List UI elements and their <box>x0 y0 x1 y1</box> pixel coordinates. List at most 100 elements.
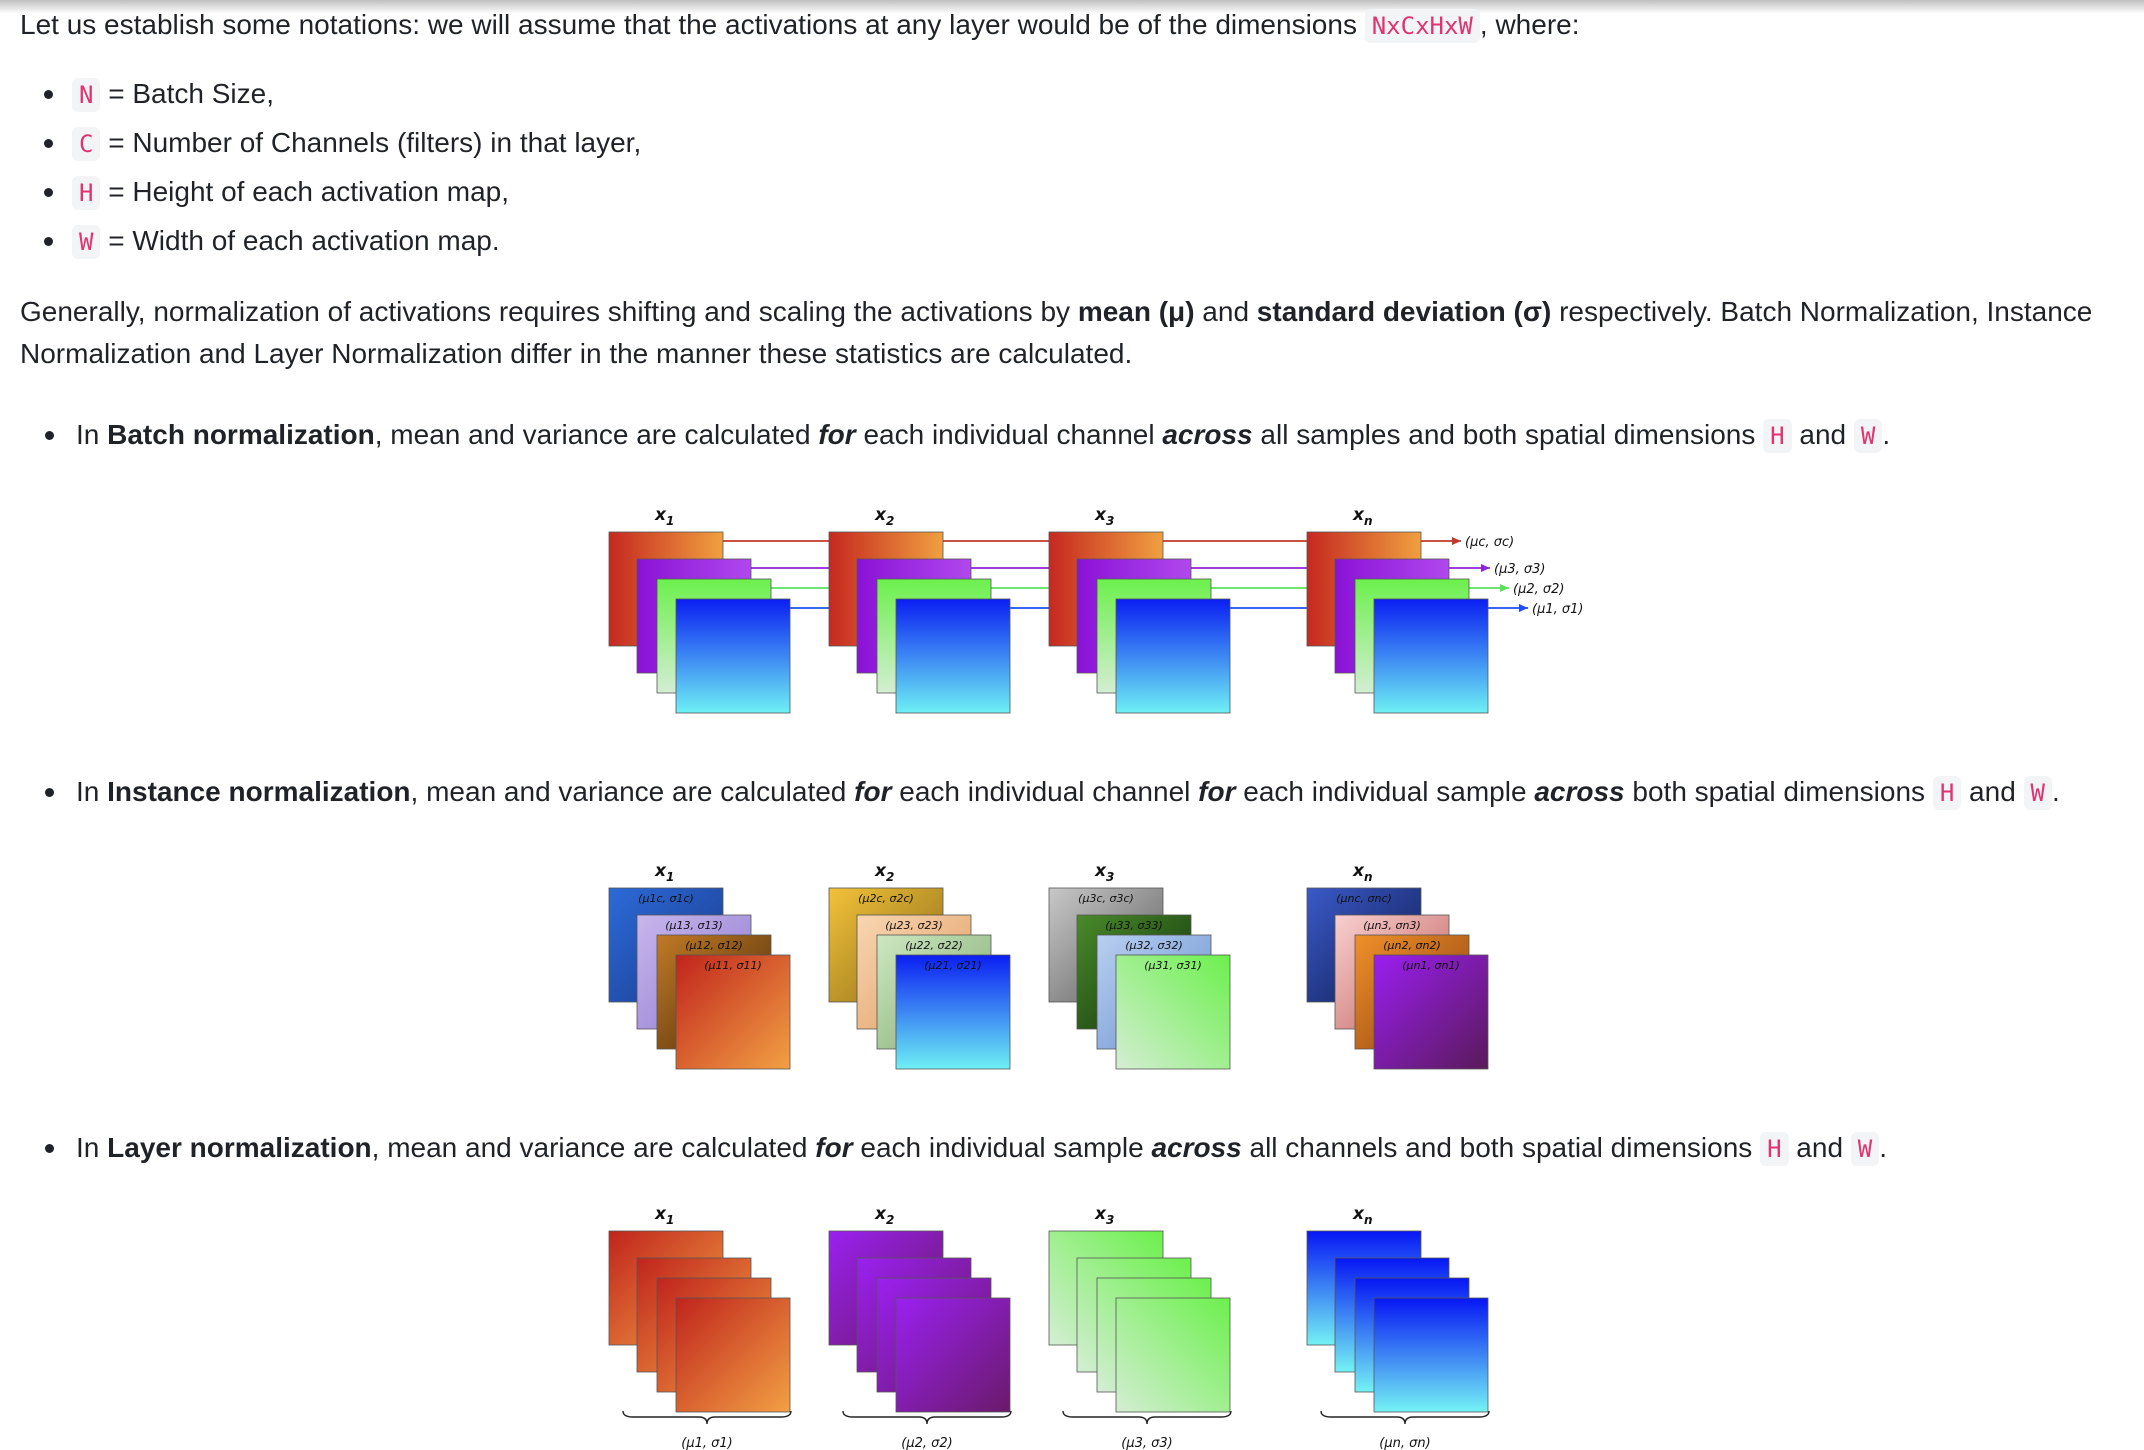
bullet-text: , mean and variance are calculated <box>410 776 855 807</box>
activation-map <box>675 1297 791 1413</box>
layer-norm-bullet: In Layer normalization, mean and varianc… <box>20 1127 1887 1170</box>
stat-label: (μ1c, σ1c) <box>638 892 694 905</box>
emphasis-for: for <box>815 1132 853 1163</box>
bullet-text: all samples and both spatial dimensions <box>1252 419 1764 450</box>
intro-paragraph: Let us establish some notations: we will… <box>20 4 2120 47</box>
sample-label-base: x <box>1352 1204 1365 1224</box>
activation-map <box>828 1230 944 1346</box>
activation-map <box>656 578 772 694</box>
activation-map <box>1373 954 1489 1070</box>
stat-label: (μn2, σn2) <box>1383 939 1441 952</box>
bullet-text: each individual channel <box>855 419 1163 450</box>
activation-map <box>1354 934 1470 1050</box>
intro-suffix: , where: <box>1479 9 1580 40</box>
notation-code: N <box>72 78 101 112</box>
stat-label: (μ33, σ33) <box>1105 919 1163 932</box>
activation-map <box>636 914 752 1030</box>
sample-label: x1 <box>654 1204 674 1227</box>
activation-map <box>1048 531 1164 647</box>
notation-item-n: N = Batch Size, <box>20 69 2120 118</box>
sample-label-base: x <box>874 1204 887 1224</box>
sample-label-index: 2 <box>886 870 894 884</box>
emphasis-for: for <box>854 776 892 807</box>
sample-label-index: 1 <box>666 1213 674 1227</box>
notation-code: C <box>72 127 101 161</box>
bullet-dot <box>45 1144 54 1153</box>
stat-label: (μ23, σ23) <box>885 919 943 932</box>
activation-map <box>608 887 724 1003</box>
activation-map <box>1373 598 1489 714</box>
sample-label: x2 <box>874 505 894 528</box>
general-text: and <box>1194 296 1257 327</box>
dims-code: NxCxHxW <box>1364 9 1480 43</box>
stat-label: (μ13, σ13) <box>665 919 723 932</box>
sample-label-base: x <box>654 505 667 525</box>
bullet-text: In <box>76 776 108 807</box>
activation-map <box>1115 598 1231 714</box>
sample-label-base: x <box>874 505 887 525</box>
activation-map <box>1048 887 1164 1003</box>
article-body: Let us establish some notations: we will… <box>20 0 2120 375</box>
activation-map <box>1354 578 1470 694</box>
emphasis-across: across <box>1534 776 1625 807</box>
general-paragraph: Generally, normalization of activations … <box>20 291 2120 375</box>
bullet-text: . <box>1879 1132 1888 1163</box>
sample-label-index: 3 <box>1106 514 1114 528</box>
batch-norm-bullet: In Batch normalization, mean and varianc… <box>20 414 1890 457</box>
sample-label-base: x <box>1352 505 1365 525</box>
bullet-text: In <box>76 419 108 450</box>
bullet-text: and <box>1788 1132 1851 1163</box>
bullet-text: In <box>76 1132 108 1163</box>
activation-map <box>608 531 724 647</box>
bullet-text: and <box>1961 776 2024 807</box>
activation-map <box>895 1297 1011 1413</box>
bullet-dot <box>44 139 53 148</box>
activation-map <box>1334 914 1450 1030</box>
code-h: H <box>1760 1132 1789 1166</box>
sample-label-index: n <box>1364 514 1373 528</box>
sample-label-index: n <box>1364 1213 1373 1227</box>
activation-map <box>1306 887 1422 1003</box>
activation-map <box>1373 1297 1489 1413</box>
sample-label-index: n <box>1364 870 1373 884</box>
activation-map <box>636 1257 752 1373</box>
stat-label: (μ12, σ12) <box>685 939 743 952</box>
group-brace <box>622 1410 792 1425</box>
sample-label-base: x <box>654 861 667 881</box>
bullet-dot <box>44 188 53 197</box>
activation-map <box>1096 1277 1212 1393</box>
stat-label: (μ21, σ21) <box>924 959 982 972</box>
stat-label: (μ1, σ1) <box>681 1436 732 1450</box>
stat-label: (μ2c, σ2c) <box>858 892 914 905</box>
code-w: W <box>1850 1132 1880 1166</box>
stat-label: (μ2, σ2) <box>1513 582 1564 597</box>
activation-map <box>636 558 752 674</box>
emphasis-for: for <box>1198 776 1236 807</box>
activation-map <box>656 934 772 1050</box>
code-h: H <box>1763 419 1792 453</box>
activation-map <box>1096 934 1212 1050</box>
bullet-text: , mean and variance are calculated <box>371 1132 816 1163</box>
sample-label-base: x <box>654 1204 667 1224</box>
bullet-text: each individual channel <box>891 776 1199 807</box>
instance-norm-bullet: In Instance normalization, mean and vari… <box>20 771 2060 814</box>
activation-map <box>1306 1230 1422 1346</box>
bullet-dot <box>45 788 54 797</box>
notation-item-w: W = Width of each activation map. <box>20 216 2120 265</box>
activation-map <box>876 934 992 1050</box>
group-brace <box>1062 1410 1232 1425</box>
emphasis-across: across <box>1151 1132 1242 1163</box>
group-brace <box>1320 1410 1490 1425</box>
sample-label: x1 <box>654 505 674 528</box>
bullet-dot <box>44 237 53 246</box>
bullet-text: . <box>2052 776 2060 807</box>
bullet-text: , mean and variance are calculated <box>374 419 819 450</box>
notation-code: W <box>72 225 101 259</box>
group-brace <box>842 1410 1012 1425</box>
stat-label: (μ22, σ22) <box>905 939 963 952</box>
stat-label: (μ32, σ32) <box>1125 939 1183 952</box>
notation-item-h: H = Height of each activation map, <box>20 167 2120 216</box>
sample-label: xn <box>1352 861 1373 884</box>
activation-map <box>856 1257 972 1373</box>
activation-map <box>1048 1230 1164 1346</box>
